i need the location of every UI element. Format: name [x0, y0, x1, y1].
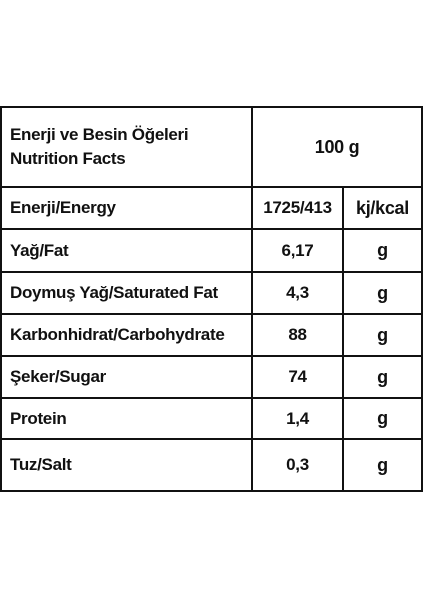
- row-name-salt: Tuz/Salt: [2, 440, 253, 490]
- row-name-energy: Enerji/Energy: [2, 188, 253, 230]
- row-unit-carbohydrate: g: [344, 315, 421, 357]
- row-name-carbohydrate: Karbonhidrat/Carbohydrate: [2, 315, 253, 357]
- row-unit-fat: g: [344, 230, 421, 273]
- row-unit-protein: g: [344, 399, 421, 440]
- row-unit-sugar: g: [344, 357, 421, 399]
- row-value-sugar: 74: [253, 357, 344, 399]
- header-title-english: Nutrition Facts: [10, 149, 126, 168]
- header-title-turkish: Enerji ve Besin Öğeleri: [10, 125, 189, 144]
- row-name-saturated-fat: Doymuş Yağ/Saturated Fat: [2, 273, 253, 315]
- table-header-name: Enerji ve Besin Öğeleri Nutrition Facts: [2, 108, 253, 188]
- row-unit-salt: g: [377, 454, 388, 475]
- row-value-protein: 1,4: [253, 399, 344, 440]
- row-unit-energy: kj/kcal: [344, 188, 421, 230]
- row-value-salt: 0,3: [253, 440, 344, 490]
- row-value-carbohydrate: 88: [253, 315, 344, 357]
- nutrition-facts-table: Enerji ve Besin Öğeleri Nutrition Facts …: [0, 106, 423, 492]
- row-value-saturated-fat: 4,3: [253, 273, 344, 315]
- row-name-sugar: Şeker/Sugar: [2, 357, 253, 399]
- row-unit-saturated-fat: g: [344, 273, 421, 315]
- row-value-fat: 6,17: [253, 230, 344, 273]
- row-name-fat: Yağ/Fat: [2, 230, 253, 273]
- header-amount: 100 g: [253, 108, 421, 188]
- row-value-energy: 1725/413: [253, 188, 344, 230]
- row-name-protein: Protein: [2, 399, 253, 440]
